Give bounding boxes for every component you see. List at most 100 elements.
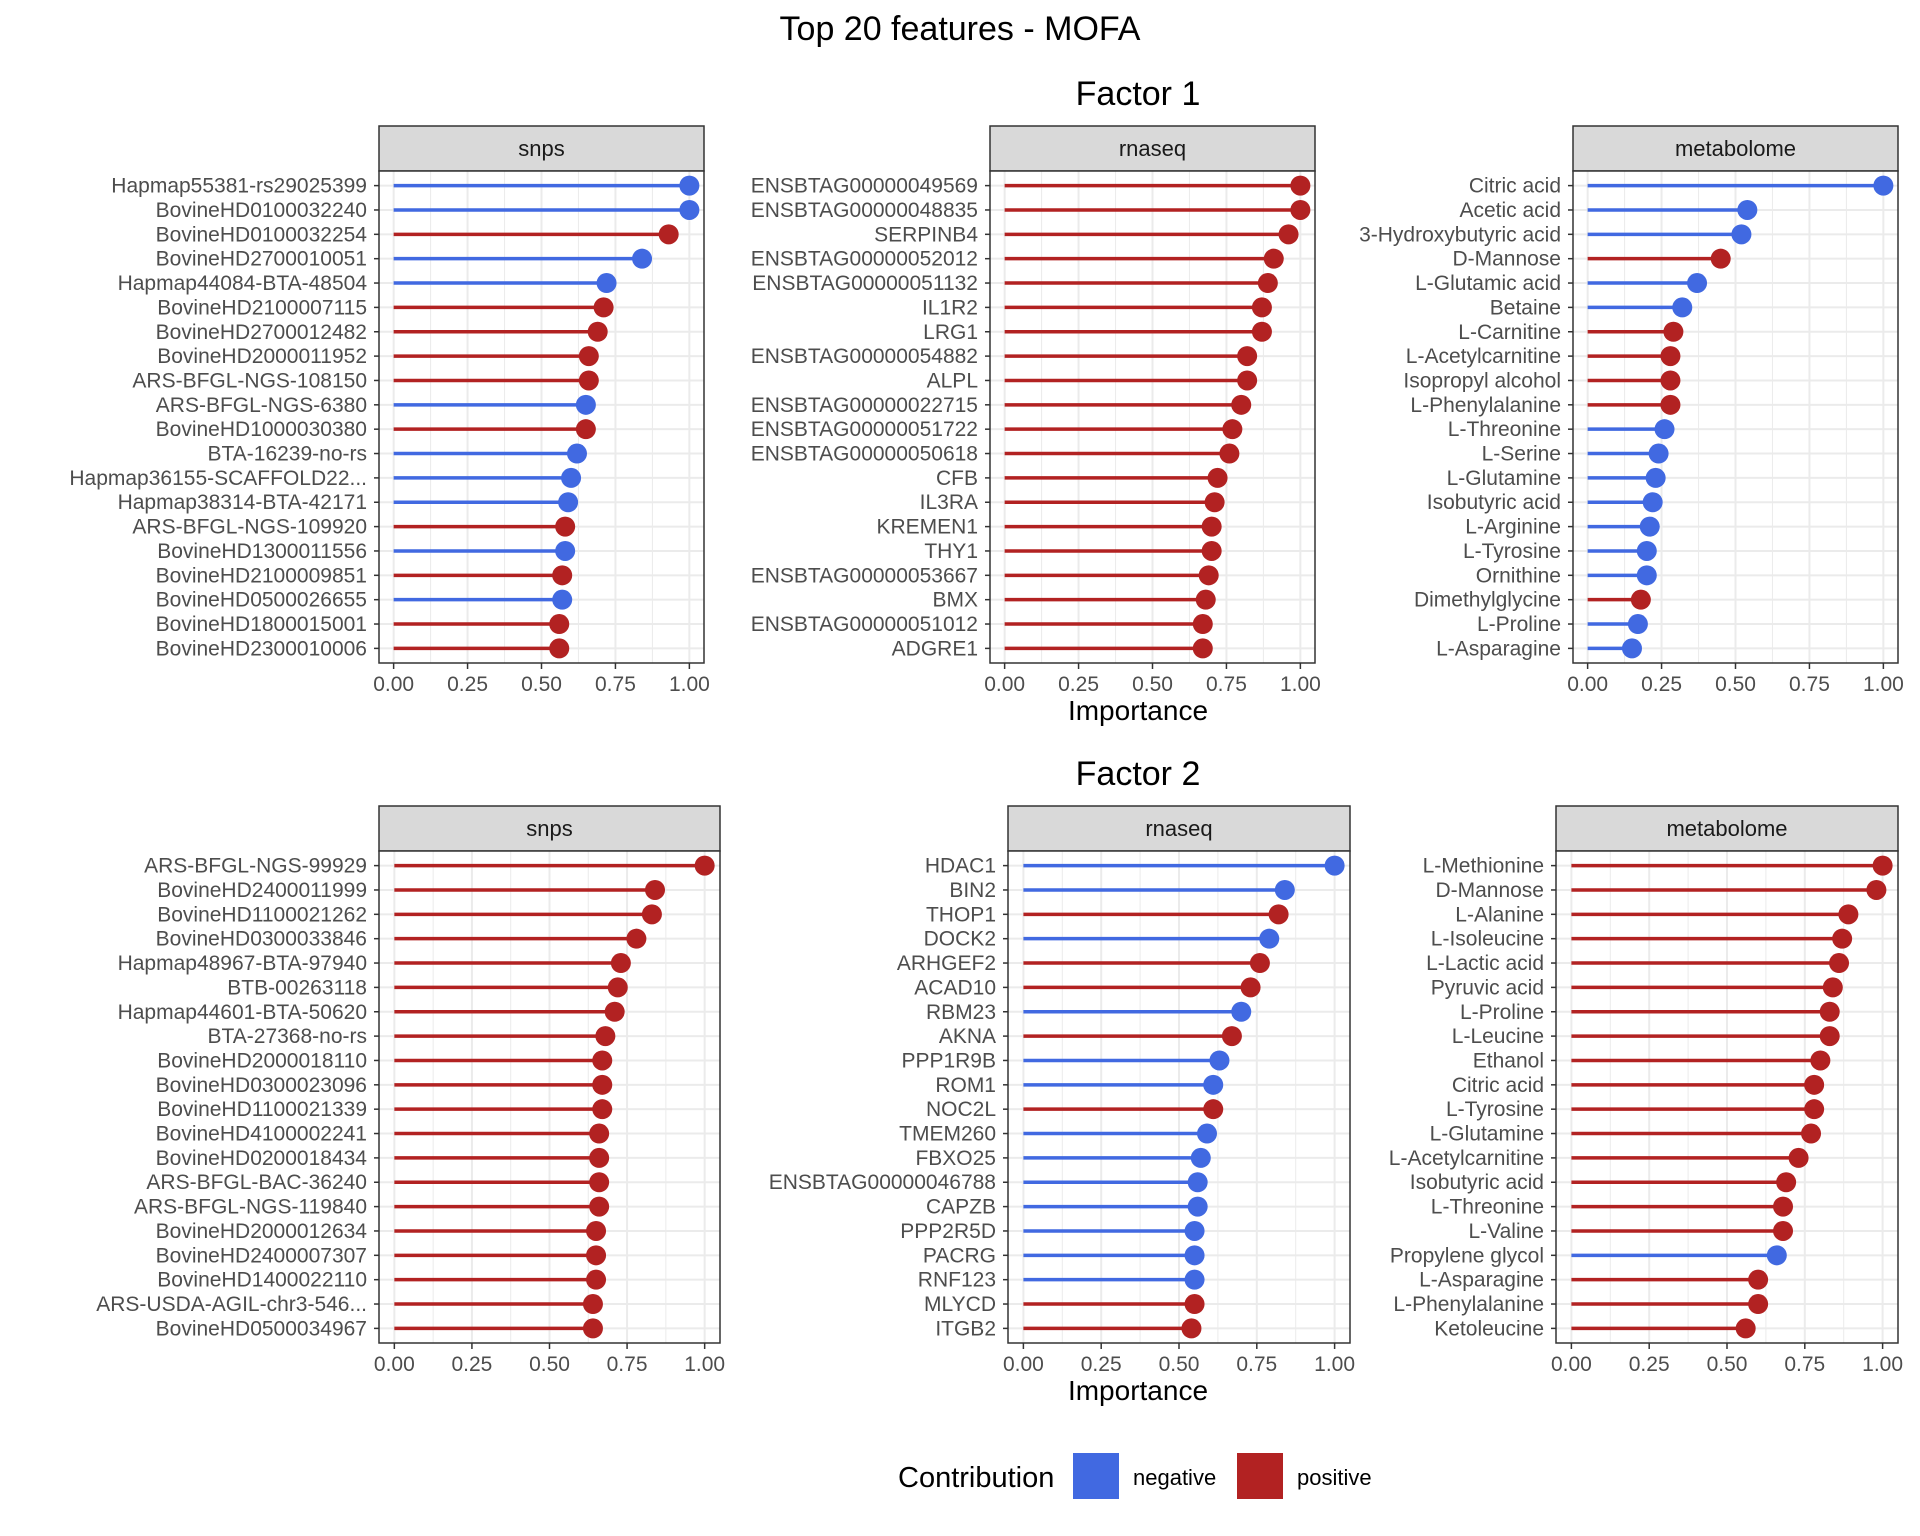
x-tick-label: 0.75 bbox=[1236, 1353, 1277, 1376]
feature-label: ENSBTAG00000053667 bbox=[751, 564, 978, 587]
lollipop-point bbox=[1184, 1220, 1205, 1241]
lollipop-point bbox=[1192, 614, 1213, 635]
x-tick-label: 0.50 bbox=[1132, 673, 1173, 696]
feature-label: L-Serine bbox=[1482, 443, 1561, 466]
lollipop-point bbox=[1731, 224, 1752, 245]
lollipop-point bbox=[1838, 904, 1859, 925]
lollipop-point bbox=[1190, 1147, 1211, 1168]
feature-label: SERPINB4 bbox=[874, 223, 978, 246]
feature-label: BovineHD2700012482 bbox=[156, 321, 367, 344]
lollipop-point bbox=[1776, 1172, 1797, 1193]
feature-label: Isobutyric acid bbox=[1410, 1171, 1544, 1194]
lollipop-point bbox=[1251, 297, 1272, 318]
lollipop-point bbox=[610, 953, 631, 974]
lollipop-point bbox=[1648, 443, 1669, 464]
lollipop-point bbox=[1209, 1050, 1230, 1071]
feature-label: BovineHD2000018110 bbox=[157, 1049, 367, 1072]
x-tick-label: 0.50 bbox=[1715, 673, 1756, 696]
lollipop-point bbox=[1636, 565, 1657, 586]
panel-strip-label: rnaseq bbox=[1119, 136, 1186, 161]
legend-title: Contribution bbox=[898, 1462, 1054, 1494]
feature-label: L-Threonine bbox=[1431, 1196, 1544, 1219]
panel-border bbox=[1555, 850, 1899, 1344]
lollipop-point bbox=[1829, 953, 1850, 974]
feature-label: Ornithine bbox=[1476, 564, 1561, 587]
panel-strip bbox=[1572, 125, 1899, 172]
panel-6: metabolome L-MethionineD-MannoseL-Alanine… bbox=[1389, 805, 1903, 1376]
feature-label: BovineHD2100007115 bbox=[157, 296, 367, 319]
panel-strip-label: metabolome bbox=[1675, 136, 1796, 161]
feature-label: BovineHD1400022110 bbox=[157, 1269, 367, 1292]
feature-label: ACAD10 bbox=[914, 976, 996, 999]
panel-2: rnaseq ENSBTAG00000049569ENSBTAG000000488… bbox=[751, 125, 1321, 696]
lollipop-point bbox=[1819, 1026, 1840, 1047]
x-tick-label: 1.00 bbox=[1280, 673, 1321, 696]
lollipop-point bbox=[626, 928, 647, 949]
feature-label: ARS-BFGL-NGS-119840 bbox=[134, 1196, 367, 1219]
feature-label: BTA-27368-no-rs bbox=[207, 1025, 367, 1048]
lollipop-point bbox=[575, 394, 596, 415]
lollipop-point bbox=[1222, 419, 1243, 440]
lollipop-point bbox=[1290, 199, 1311, 220]
feature-label: BovineHD2000012634 bbox=[156, 1220, 368, 1243]
lollipop-point bbox=[1735, 1318, 1756, 1339]
lollipop-point bbox=[1832, 928, 1853, 949]
feature-label: ENSBTAG00000051132 bbox=[752, 272, 978, 295]
feature-label: Pyruvic acid bbox=[1431, 976, 1544, 999]
x-tick-label: 0.75 bbox=[1206, 673, 1247, 696]
feature-label: BIN2 bbox=[949, 879, 996, 902]
x-tick-label: 0.25 bbox=[451, 1353, 492, 1376]
x-tick-label: 0.50 bbox=[521, 673, 562, 696]
lollipop-point bbox=[1660, 370, 1681, 391]
lollipop-point bbox=[586, 1220, 607, 1241]
x-tick-label: 1.00 bbox=[1862, 1353, 1903, 1376]
feature-label: Betaine bbox=[1490, 296, 1561, 319]
panel-1: snpsHapmap55381-rs29025399BovineHD010003… bbox=[69, 125, 710, 696]
lollipop-point bbox=[1710, 248, 1731, 269]
lollipop-point bbox=[1187, 1196, 1208, 1217]
feature-label: NOC2L bbox=[926, 1098, 996, 1121]
feature-label: L-Threonine bbox=[1448, 418, 1561, 441]
lollipop-point bbox=[1184, 1269, 1205, 1290]
legend-label-positive: positive bbox=[1297, 1465, 1372, 1490]
lollipop-point bbox=[586, 1269, 607, 1290]
lollipop-point bbox=[1642, 492, 1663, 513]
feature-label: IL1R2 bbox=[922, 296, 978, 319]
lollipop-point bbox=[679, 199, 700, 220]
x-tick-label: 0.50 bbox=[529, 1353, 570, 1376]
lollipop-point bbox=[558, 492, 579, 513]
feature-label: BovineHD1100021339 bbox=[157, 1098, 367, 1121]
lollipop-point bbox=[582, 1318, 603, 1339]
panel-strip-label: snps bbox=[518, 136, 564, 161]
feature-label: MLYCD bbox=[924, 1293, 996, 1316]
feature-label: BTA-16239-no-rs bbox=[207, 443, 367, 466]
feature-label: BovineHD1300011556 bbox=[157, 540, 367, 563]
feature-label: BovineHD2300010006 bbox=[156, 637, 367, 660]
feature-label: PPP1R9B bbox=[901, 1049, 996, 1072]
feature-label: FBXO25 bbox=[915, 1147, 996, 1170]
feature-label: Hapmap38314-BTA-42171 bbox=[118, 491, 367, 514]
lollipop-point bbox=[1290, 175, 1311, 196]
feature-label: L-Tyrosine bbox=[1463, 540, 1561, 563]
feature-label: BovineHD0300023096 bbox=[156, 1074, 367, 1097]
panel-strip-label: snps bbox=[526, 816, 572, 841]
feature-label: L-Tyrosine bbox=[1446, 1098, 1544, 1121]
feature-label: HDAC1 bbox=[925, 855, 996, 878]
feature-label: BovineHD2100009851 bbox=[156, 564, 367, 587]
feature-label: L-Proline bbox=[1477, 613, 1561, 636]
feature-label: KREMEN1 bbox=[876, 516, 978, 539]
x-tick-label: 0.00 bbox=[1567, 673, 1608, 696]
feature-label: ENSBTAG00000051012 bbox=[751, 613, 978, 636]
feature-label: L-Glutamine bbox=[1447, 467, 1561, 490]
feature-label: L-Phenylalanine bbox=[1410, 394, 1561, 417]
x-tick-label: 0.75 bbox=[595, 673, 636, 696]
feature-label: BovineHD0500026655 bbox=[156, 589, 367, 612]
feature-label: ENSBTAG00000054882 bbox=[751, 345, 978, 368]
lollipop-point bbox=[1636, 540, 1657, 561]
feature-label: Ketoleucine bbox=[1434, 1317, 1544, 1340]
x-tick-label: 0.75 bbox=[1784, 1353, 1825, 1376]
lollipop-point bbox=[552, 589, 573, 610]
panel-border bbox=[1572, 170, 1899, 664]
feature-label: Ethanol bbox=[1473, 1049, 1544, 1072]
feature-label: L-Glutamine bbox=[1430, 1123, 1544, 1146]
